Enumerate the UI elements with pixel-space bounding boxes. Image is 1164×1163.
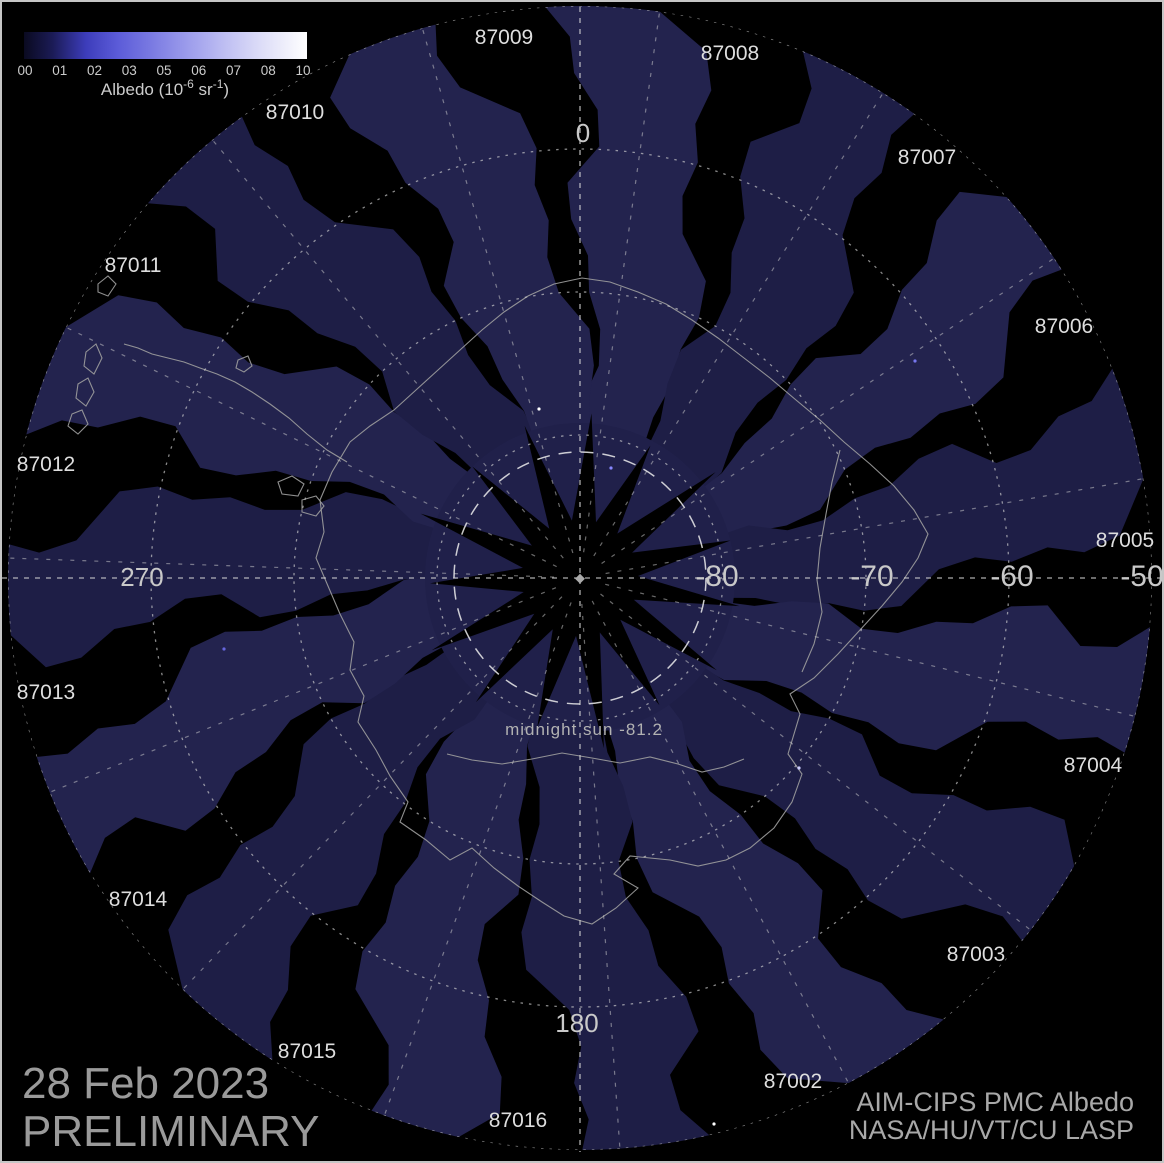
latitude-ring [293, 291, 867, 865]
orbit-number-label: 87016 [489, 1109, 547, 1132]
orbit-number-label: 87012 [17, 453, 75, 476]
status-caption: PRELIMINARY [22, 1107, 320, 1156]
island-outline [235, 355, 253, 373]
antarctica-coastline [67, 275, 929, 925]
colorbar-gradient-bar [24, 32, 307, 59]
latitude-ring [436, 434, 724, 722]
colorbar-tick: 03 [122, 63, 137, 78]
colorbar-tick-labels: 00 01 02 03 05 06 07 08 10 [17, 63, 310, 78]
colorbar-tick: 05 [156, 63, 171, 78]
colorbar-tick: 10 [295, 63, 310, 78]
orbit-swath [140, 111, 539, 479]
orbit-number-label: 87010 [266, 101, 324, 124]
orbit-number-label: 87014 [109, 888, 168, 911]
orbit-number-label: 87013 [17, 681, 75, 704]
orbit-number-label: 87004 [1064, 754, 1123, 777]
credit-line-2: NASA/HU/VT/CU LASP [849, 1115, 1134, 1145]
island-outline [277, 475, 305, 497]
azimuth-label: 270 [120, 562, 163, 592]
orbit-swath [355, 684, 537, 1142]
colorbar-tick: 08 [261, 63, 276, 78]
orbit-swath [644, 44, 919, 498]
orbit-number-label: 87015 [278, 1040, 336, 1063]
midnight-sun-label: midnight sun -81.2 [505, 720, 663, 739]
latitude-label: -70 [850, 560, 893, 593]
colorbar-tick: 02 [87, 63, 102, 78]
latitude-label: -50 [1120, 560, 1162, 593]
speck [797, 766, 801, 770]
colorbar-tick: 07 [226, 63, 241, 78]
orbit-swath [30, 575, 455, 880]
midnight-sun-circle [453, 451, 707, 705]
speck [537, 407, 541, 411]
orbit-number-label: 87007 [898, 146, 956, 169]
pole-center-marker [575, 573, 585, 584]
orbit-swath [604, 692, 951, 1084]
colorbar-tick: 00 [17, 63, 32, 78]
colorbar-tick: 06 [191, 63, 206, 78]
orbit-swath [521, 710, 715, 1150]
azimuth-label: 180 [555, 1008, 598, 1038]
orbit-swath [8, 486, 451, 668]
azimuth-label: 0 [576, 118, 590, 148]
latitude-ring [150, 148, 1010, 1008]
latitude-label: -60 [990, 560, 1033, 593]
orbit-number-label: 87008 [701, 42, 759, 65]
speck [609, 466, 613, 470]
orbit-number-label: 87009 [475, 26, 533, 49]
credit-line-1: AIM-CIPS PMC Albedo [856, 1087, 1134, 1117]
orbit-number-labels: 87002 87003 87004 87005 87006 87007 87008 87009… [17, 26, 1154, 1132]
orbit-swath [692, 601, 1152, 756]
island-outline [83, 343, 103, 375]
colorbar-title: Albedo (10-6 sr-1) [101, 77, 229, 99]
azimuth-labels: 0 180 270 [120, 118, 598, 1038]
orbit-swath [693, 191, 1068, 546]
latitude-gridline-rings [8, 6, 1152, 1150]
latitude-labels: -80 -70 -60 -50 [695, 560, 1162, 593]
date-caption: 28 Feb 2023 [22, 1059, 269, 1108]
speck [222, 647, 226, 651]
bright-pixel-specks [222, 359, 917, 1126]
orbit-number-label: 87003 [947, 943, 1005, 966]
orbit-swaths [8, 6, 1152, 1150]
continent-outline [315, 277, 929, 925]
coast-detail-line [801, 449, 841, 673]
orbit-swath [714, 362, 1148, 611]
latitude-label: -80 [695, 560, 738, 593]
speck [712, 1122, 716, 1126]
colorbar: 00 01 02 03 05 06 07 08 10 Albedo (10-6 sr-1) [17, 32, 311, 99]
antarctic-peninsula [123, 343, 348, 463]
ice-shelf-edge [446, 752, 745, 773]
orbit-number-label: 87002 [764, 1070, 822, 1093]
orbit-swath [330, 18, 594, 445]
island-outline [67, 409, 89, 435]
orbit-swath [653, 660, 1076, 946]
orbit-number-label: 87006 [1035, 315, 1093, 338]
colorbar-tick: 01 [52, 63, 67, 78]
island-outline [301, 495, 325, 517]
island-outline [97, 275, 117, 297]
orbit-swath [19, 295, 480, 533]
orbit-swath [168, 643, 496, 1068]
orbit-swath [540, 6, 712, 453]
speck [913, 359, 917, 363]
orbit-number-label: 87005 [1096, 529, 1154, 552]
orbit-number-label: 87011 [105, 254, 162, 277]
island-outline [75, 377, 95, 407]
